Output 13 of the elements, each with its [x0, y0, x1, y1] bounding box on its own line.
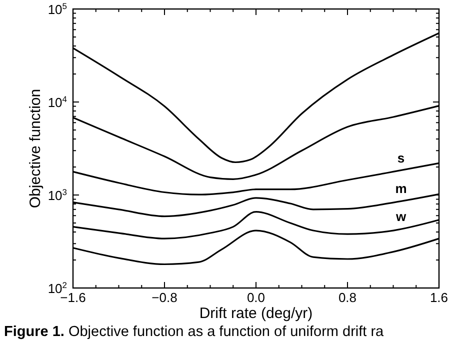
- y-tick-label: 10$^{3}$: [48, 187, 68, 203]
- y-axis-title: Objective function: [27, 88, 44, 208]
- x-axis-title: Drift rate (deg/yr): [199, 305, 313, 322]
- caption: Figure 1. Objective function as a function of uniform drift ra: [4, 324, 385, 340]
- series-label: s: [397, 150, 405, 166]
- x-tick-label: 0.8: [338, 290, 357, 305]
- y-tick-label: 10$^{4}$: [48, 94, 68, 110]
- y-tick-label: 10$^{5}$: [48, 1, 68, 17]
- legend-label: m: [395, 181, 407, 196]
- x-tick-label: −0.8: [152, 290, 178, 305]
- x-tick-label: 1.6: [430, 290, 448, 305]
- x-tick-label: 0.0: [246, 290, 266, 305]
- legend-label: w: [394, 209, 407, 224]
